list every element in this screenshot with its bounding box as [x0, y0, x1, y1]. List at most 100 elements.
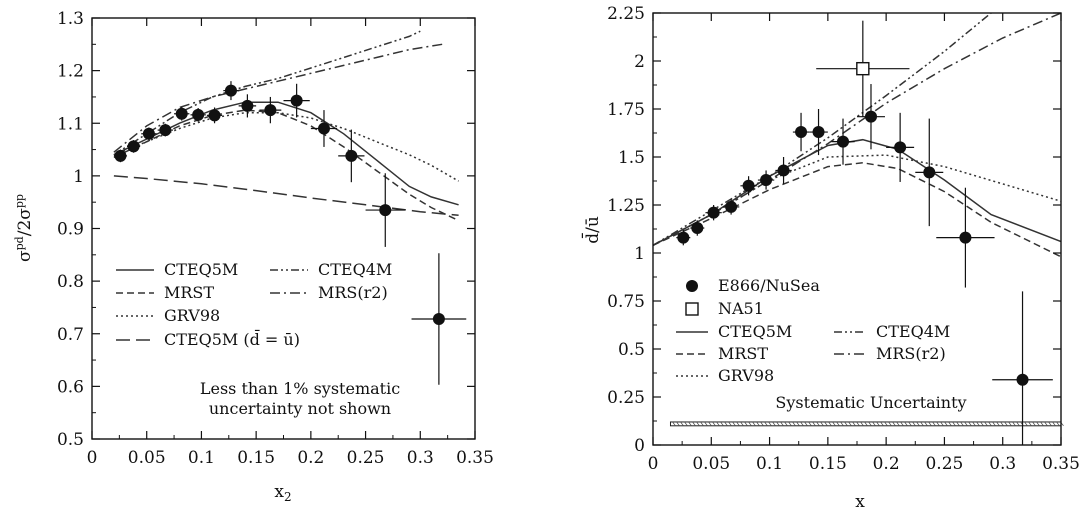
- systematic-band-hatch: [684, 421, 688, 427]
- systematic-band-hatch: [728, 421, 732, 427]
- systematic-band-hatch: [720, 421, 724, 427]
- systematic-band-hatch: [796, 421, 800, 427]
- left-x-tick-label: 0.1: [188, 448, 215, 468]
- right-chart-panel: 0 0.05 0.1 0.15 0.2 0.25 0.3 0.35 0 0.25 0.5 0.75 1 1…: [580, 4, 1080, 512]
- right-data-point: [677, 231, 690, 244]
- systematic-band-hatch: [688, 421, 692, 427]
- systematic-band-hatch: [1032, 421, 1036, 427]
- left-data-point: [345, 149, 358, 162]
- systematic-band-hatch: [708, 421, 712, 427]
- systematic-band-hatch: [948, 421, 952, 427]
- left-y-tick-label: 0.8: [57, 272, 84, 292]
- systematic-band-hatch: [1004, 421, 1008, 427]
- left-curve-grv98: [113, 111, 459, 182]
- systematic-band-hatch: [836, 421, 840, 427]
- systematic-band-hatch: [996, 421, 1000, 427]
- systematic-band-hatch: [900, 421, 904, 427]
- left-y-tick-label: 1: [73, 167, 84, 187]
- systematic-band-hatch: [860, 421, 864, 427]
- systematic-band-hatch: [744, 421, 748, 427]
- systematic-band-hatch: [980, 421, 984, 427]
- right-legend-label: MRS(r2): [876, 344, 946, 363]
- systematic-band-hatch: [704, 421, 708, 427]
- systematic-band-hatch: [1012, 421, 1016, 427]
- systematic-band-hatch: [716, 421, 720, 427]
- systematic-band-hatch: [1008, 421, 1012, 427]
- left-data-point: [224, 84, 237, 97]
- right-curve-mrs-r2-: [653, 13, 1061, 246]
- systematic-band-hatch: [1028, 421, 1032, 427]
- systematic-band-hatch: [772, 421, 776, 427]
- left-data-point: [175, 107, 188, 120]
- systematic-band-hatch: [968, 421, 972, 427]
- systematic-band-hatch: [692, 421, 696, 427]
- right-data-point: [691, 222, 704, 235]
- right-y-tick-label: 2.25: [607, 4, 645, 24]
- systematic-band-hatch: [804, 421, 808, 427]
- left-theory-curves: [113, 30, 459, 222]
- left-legend-label: CTEQ5M (d̄ = ū): [164, 328, 300, 349]
- left-y-tick-label: 1.1: [57, 114, 84, 134]
- left-curve-cteq5m-d-: [113, 175, 459, 217]
- right-data-point: [864, 110, 877, 123]
- right-legend-label: E866/NuSea: [718, 276, 820, 295]
- systematic-band-hatch: [780, 421, 784, 427]
- systematic-band-hatch: [956, 421, 960, 427]
- right-x-tick-label: 0.1: [756, 454, 783, 474]
- right-data-points: [676, 20, 1053, 445]
- systematic-band-hatch: [1000, 421, 1004, 427]
- systematic-band-hatch: [712, 421, 716, 427]
- left-data-point: [264, 104, 277, 117]
- right-legend-label: NA51: [718, 299, 764, 318]
- systematic-band-hatch: [872, 421, 876, 427]
- right-y-axis-label: d̄/ū: [580, 216, 603, 244]
- right-data-point: [837, 135, 850, 148]
- systematic-uncertainty-band: [669, 421, 1064, 427]
- left-curve-mrs-r2-: [113, 43, 443, 153]
- right-x-tick-label: 0.05: [692, 454, 730, 474]
- left-data-point: [127, 140, 140, 153]
- left-annotation-line-2: uncertainty not shown: [209, 399, 391, 418]
- systematic-band-hatch: [920, 421, 924, 427]
- right-annotation: Systematic Uncertainty: [775, 393, 966, 412]
- left-legend: CTEQ5M MRST GRV98 CTEQ5M (d̄ = ū) CTEQ4M MRS(…: [116, 260, 392, 349]
- left-x-tick-label: 0.25: [347, 448, 385, 468]
- systematic-band-hatch: [944, 421, 948, 427]
- left-data-point: [379, 204, 392, 217]
- right-data-point: [894, 141, 907, 154]
- systematic-band-hatch: [884, 421, 888, 427]
- systematic-band-hatch: [1024, 421, 1028, 427]
- left-chart-panel: 0 0.05 0.1 0.15 0.2 0.25 0.3 0.35 0.5 0.6 0.7 0.8 0.…: [13, 9, 494, 504]
- left-curve-cteq5m: [113, 101, 459, 206]
- systematic-band-hatch: [760, 421, 764, 427]
- right-data-point: [795, 126, 808, 139]
- right-curve-cteq4m: [653, 13, 993, 246]
- left-y-tick-label: 1.3: [57, 9, 84, 29]
- systematic-band-hatch: [776, 421, 780, 427]
- systematic-band-hatch: [932, 421, 936, 427]
- systematic-band-hatch: [856, 421, 860, 427]
- right-x-tick-label: 0.2: [873, 454, 900, 474]
- systematic-band-hatch: [972, 421, 976, 427]
- left-x-tick-label: 0.2: [297, 448, 324, 468]
- systematic-band-hatch: [880, 421, 884, 427]
- systematic-band-hatch: [1052, 421, 1056, 427]
- systematic-band-hatch: [976, 421, 980, 427]
- systematic-band-hatch: [904, 421, 908, 427]
- left-y-tick-label: 0.7: [57, 325, 84, 345]
- left-x-tick-label: 0.05: [128, 448, 166, 468]
- right-x-tick-label: 0.35: [1042, 454, 1080, 474]
- systematic-band-hatch: [924, 421, 928, 427]
- right-data-point: [725, 200, 738, 213]
- systematic-band-hatch: [844, 421, 848, 427]
- left-y-tick-label: 0.5: [57, 430, 84, 450]
- right-y-tick-label: 0.5: [618, 340, 645, 360]
- systematic-band-hatch: [888, 421, 892, 427]
- systematic-band-hatch: [676, 421, 680, 427]
- systematic-band-hatch: [812, 421, 816, 427]
- systematic-band-hatch: [988, 421, 992, 427]
- right-y-tick-label: 0.75: [607, 292, 645, 312]
- right-curve-grv98: [653, 154, 1061, 246]
- left-x-tick-label: 0.3: [407, 448, 434, 468]
- systematic-band-hatch: [764, 421, 768, 427]
